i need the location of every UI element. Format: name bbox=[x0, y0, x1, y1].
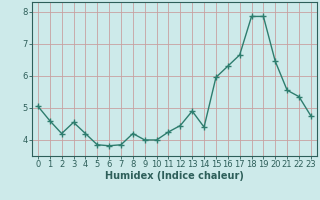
X-axis label: Humidex (Indice chaleur): Humidex (Indice chaleur) bbox=[105, 171, 244, 181]
